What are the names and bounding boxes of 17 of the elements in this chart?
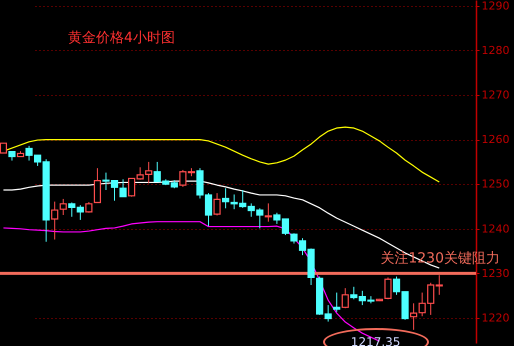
text: 黄金价格4小时图	[68, 30, 175, 46]
y-tick-label: 1250	[482, 178, 510, 191]
candlestick	[85, 202, 92, 214]
y-tick-label: 1290	[482, 0, 510, 12]
candlestick	[264, 202, 272, 222]
y-tick-label: 1240	[482, 222, 510, 236]
candlestick	[222, 188, 230, 209]
y-tick-label: 1270	[482, 88, 510, 102]
y-tick-label: 1280	[482, 44, 510, 57]
candlestick	[213, 192, 221, 216]
annotation: 1217.35	[350, 334, 400, 346]
candlestick	[94, 168, 102, 204]
candlestick	[342, 288, 349, 309]
y-tick-label: 1220	[482, 312, 510, 325]
y-tick-label: 1230	[482, 266, 510, 280]
candlestick	[333, 292, 340, 312]
y-tick-label: 1260	[482, 133, 510, 146]
